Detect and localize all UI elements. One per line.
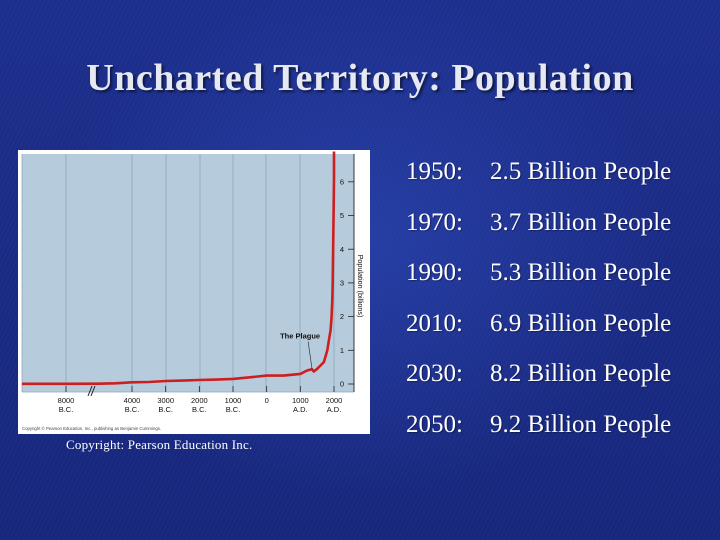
stat-item: 1950: 2.5 Billion People <box>406 154 716 205</box>
stat-year: 2010: <box>406 309 463 337</box>
population-stats-list: 1950: 2.5 Billion People 1970: 3.7 Billion… <box>406 154 716 457</box>
x-tick-label: 1000 <box>225 396 242 405</box>
y-tick-label: 0 <box>340 380 344 389</box>
stat-value: 6.9 Billion People <box>490 309 672 337</box>
y-tick-label: 5 <box>340 211 344 220</box>
stat-year: 1990: <box>406 259 463 286</box>
x-tick-era-label: B.C. <box>59 405 74 414</box>
x-tick-era-label: B.C. <box>226 405 241 414</box>
slide-title: Uncharted Territory: Population <box>86 57 634 99</box>
x-tick-era-label: B.C. <box>192 405 207 414</box>
stat-item: 1970: 3.7 Billion People <box>406 205 716 256</box>
y-tick-label: 3 <box>340 279 344 288</box>
stat-value: 9.2 Billion People <box>490 410 672 438</box>
y-tick-label: 6 <box>340 177 344 186</box>
x-tick-label: 2000 <box>191 396 208 405</box>
y-axis-ticks: 0 1 2 3 4 5 6 <box>340 177 354 389</box>
stat-item: 2010: 6.9 Billion People <box>406 306 716 357</box>
population-series-line <box>22 151 336 386</box>
stat-value: 2.5 Billion People <box>490 158 672 185</box>
copyright-caption: Copyright: Pearson Education Inc. <box>66 437 253 452</box>
stat-item: 1990: 5.3 Billion People <box>406 255 716 306</box>
stat-item: 2050: 9.2 Billion People <box>406 407 716 458</box>
y-tick-label: 2 <box>340 312 344 321</box>
x-tick-label: 2000 <box>326 396 343 405</box>
y-axis-label: Population (billions) <box>356 255 365 318</box>
stat-item: 2030: 8.2 Billion People <box>406 356 716 407</box>
annotation-leader-line <box>307 341 313 370</box>
axis-break-marker <box>87 385 96 397</box>
x-axis-ticks: 8000B.C.4000B.C.3000B.C.2000B.C.1000B.C.… <box>58 386 343 414</box>
x-tick-label: 8000 <box>58 396 75 405</box>
x-tick-label: 0 <box>265 396 269 405</box>
stat-value: 3.7 Billion People <box>490 208 672 236</box>
stat-year: 2030: <box>406 360 463 387</box>
x-tick-era-label: B.C. <box>125 405 140 414</box>
stat-value: 5.3 Billion People <box>490 259 672 286</box>
y-tick-label: 1 <box>340 346 344 355</box>
x-tick-label: 1000 <box>292 396 309 405</box>
x-tick-era-label: A.D. <box>327 405 342 414</box>
stat-year: 2050: <box>406 410 463 438</box>
stat-year: 1950: <box>406 158 463 185</box>
x-tick-label: 4000 <box>124 396 141 405</box>
stat-value: 8.2 Billion People <box>490 360 672 387</box>
chart-credit: Copyright © Pearson Education, Inc., pub… <box>22 426 161 431</box>
plot-background <box>22 154 354 392</box>
x-tick-era-label: A.D. <box>293 405 308 414</box>
x-tick-era-label: B.C. <box>158 405 173 414</box>
x-tick-label: 3000 <box>157 396 174 405</box>
stat-year: 1970: <box>406 208 463 236</box>
y-tick-label: 4 <box>340 245 344 254</box>
annotation-the-plague: The Plague <box>280 332 320 341</box>
